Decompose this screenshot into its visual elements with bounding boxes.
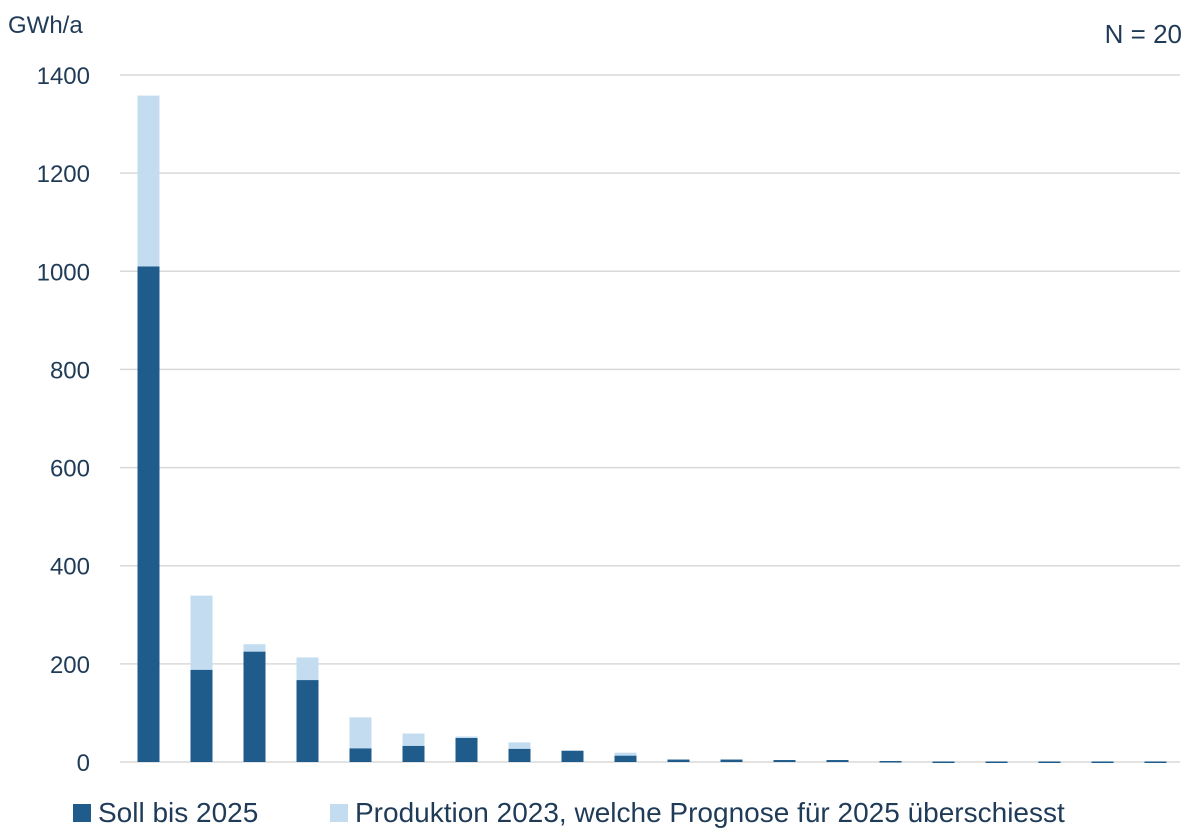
bar-produktion-3: [243, 644, 266, 652]
y-axis-ticks: 0 200 400 600 800 1000 1200 1400: [37, 63, 90, 777]
bar-soll-3: [243, 651, 266, 762]
sample-size-annotation: N = 20: [1105, 19, 1182, 49]
bar-produktion-4: [296, 657, 319, 681]
bar-produktion-6: [402, 733, 425, 746]
bar-soll-1: [137, 266, 160, 762]
legend-label-soll: Soll bis 2025: [98, 797, 258, 828]
bar-produktion-1: [137, 95, 160, 267]
legend: Soll bis 2025 Produktion 2023, welche Pr…: [73, 797, 1065, 828]
bar-produktion-10: [614, 752, 637, 756]
y-tick-label: 600: [50, 456, 90, 483]
bar-soll-5: [349, 748, 372, 762]
bars: [137, 95, 1167, 764]
bar-soll-2: [190, 669, 213, 762]
bar-produktion-7: [455, 736, 478, 738]
bar-soll-6: [402, 745, 425, 762]
bar-soll-14: [826, 760, 849, 762]
y-tick-label: 1400: [37, 63, 90, 90]
bar-soll-20: [1144, 761, 1167, 764]
y-tick-label: 1000: [37, 259, 90, 286]
bar-soll-9: [561, 750, 584, 762]
legend-swatch-produktion: [330, 804, 348, 822]
y-axis-unit-label: GWh/a: [8, 12, 83, 39]
y-tick-label: 800: [50, 357, 90, 384]
bar-soll-10: [614, 755, 637, 762]
bar-produktion-8: [508, 742, 531, 749]
bar-soll-8: [508, 748, 531, 762]
bar-soll-11: [667, 759, 690, 762]
bar-soll-17: [985, 761, 1008, 764]
bar-soll-4: [296, 680, 319, 762]
legend-label-produktion: Produktion 2023, welche Prognose für 202…: [355, 797, 1065, 828]
y-tick-label: 400: [50, 554, 90, 581]
y-tick-label: 200: [50, 652, 90, 679]
bar-soll-13: [773, 760, 796, 762]
bar-produktion-2: [190, 595, 213, 670]
bar-soll-18: [1038, 761, 1061, 764]
y-tick-label: 0: [77, 750, 90, 777]
bar-produktion-5: [349, 717, 372, 749]
y-tick-label: 1200: [37, 161, 90, 188]
bar-soll-7: [455, 737, 478, 762]
bar-soll-15: [879, 761, 902, 763]
bar-soll-12: [720, 759, 743, 762]
bar-soll-16: [932, 761, 955, 764]
legend-swatch-soll: [73, 804, 91, 822]
grid-lines: [120, 74, 1180, 763]
bar-soll-19: [1091, 761, 1114, 764]
